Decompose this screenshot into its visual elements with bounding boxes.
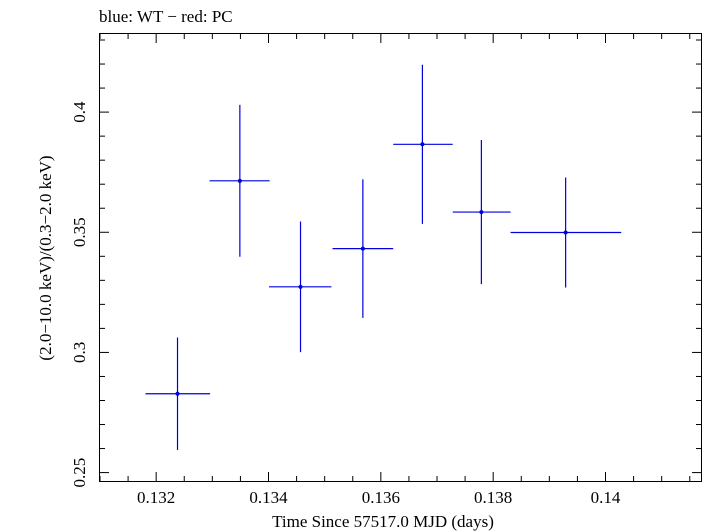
- point-marker: [420, 142, 425, 147]
- y-tick-label: 0.4: [70, 101, 89, 123]
- x-tick-labels: 0.132 0.134 0.136 0.138 0.14: [137, 488, 621, 507]
- x-tick-label: 0.134: [249, 488, 288, 507]
- axis-ticks: [99, 34, 701, 481]
- plot-frame: [99, 33, 702, 482]
- y-tick-labels: 0.25 0.3 0.35 0.4: [70, 101, 89, 487]
- x-axis-label: Time Since 57517.0 MJD (days): [272, 512, 494, 531]
- point-marker: [298, 284, 303, 289]
- x-tick-label: 0.132: [137, 488, 175, 507]
- point-marker: [237, 178, 242, 183]
- x-tick-label: 0.14: [591, 488, 621, 507]
- x-tick-label: 0.138: [474, 488, 512, 507]
- data-point: [452, 139, 511, 285]
- data-point: [145, 337, 211, 450]
- y-axis-label: (2.0−10.0 keV)/(0.3−2.0 keV): [36, 155, 55, 360]
- x-tick-label: 0.136: [362, 488, 400, 507]
- y-tick-label: 0.25: [70, 458, 89, 488]
- data-point: [393, 64, 453, 224]
- data-point: [269, 221, 332, 353]
- data-points: [145, 64, 622, 450]
- y-tick-label: 0.3: [70, 342, 89, 363]
- point-marker: [175, 391, 180, 396]
- point-marker: [479, 210, 484, 215]
- point-marker: [360, 246, 365, 251]
- data-point: [209, 104, 270, 257]
- data-point: [510, 177, 622, 288]
- chart-title: blue: WT − red: PC: [99, 7, 233, 26]
- y-tick-label: 0.35: [70, 217, 89, 247]
- data-point: [332, 179, 394, 318]
- point-marker: [563, 230, 568, 235]
